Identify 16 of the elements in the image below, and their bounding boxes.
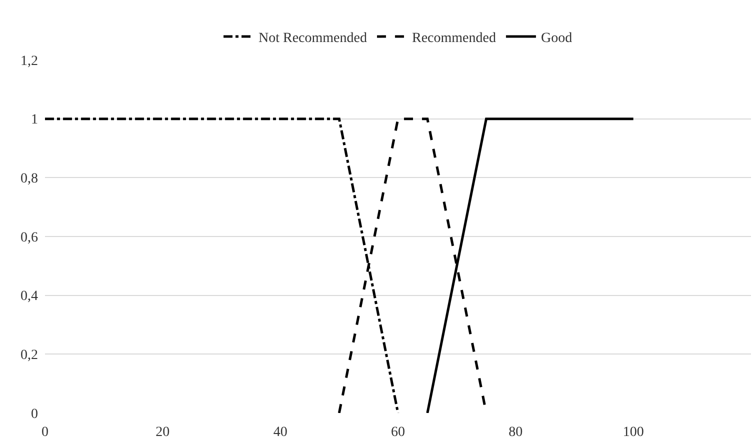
legend-label: Good (540, 31, 572, 46)
legend-label: Recommended (412, 31, 496, 46)
x-tick-label: 80 (508, 425, 523, 440)
x-tick-label: 20 (156, 425, 170, 440)
x-tick-label: 60 (391, 425, 405, 440)
y-tick-label: 0,2 (20, 348, 38, 364)
legend-label: Not Recommended (258, 31, 367, 46)
x-tick-label: 40 (273, 425, 288, 440)
x-tick-label: 100 (622, 425, 644, 440)
y-tick-label: 0,6 (20, 230, 38, 246)
x-tick-label: 0 (42, 425, 48, 440)
y-tick-label: 0 (31, 406, 38, 422)
y-tick-label: 1 (31, 112, 38, 128)
y-tick-label: 1,2 (20, 54, 38, 69)
y-tick-label: 0,8 (20, 172, 38, 187)
y-tick-label: 0,4 (20, 289, 38, 304)
